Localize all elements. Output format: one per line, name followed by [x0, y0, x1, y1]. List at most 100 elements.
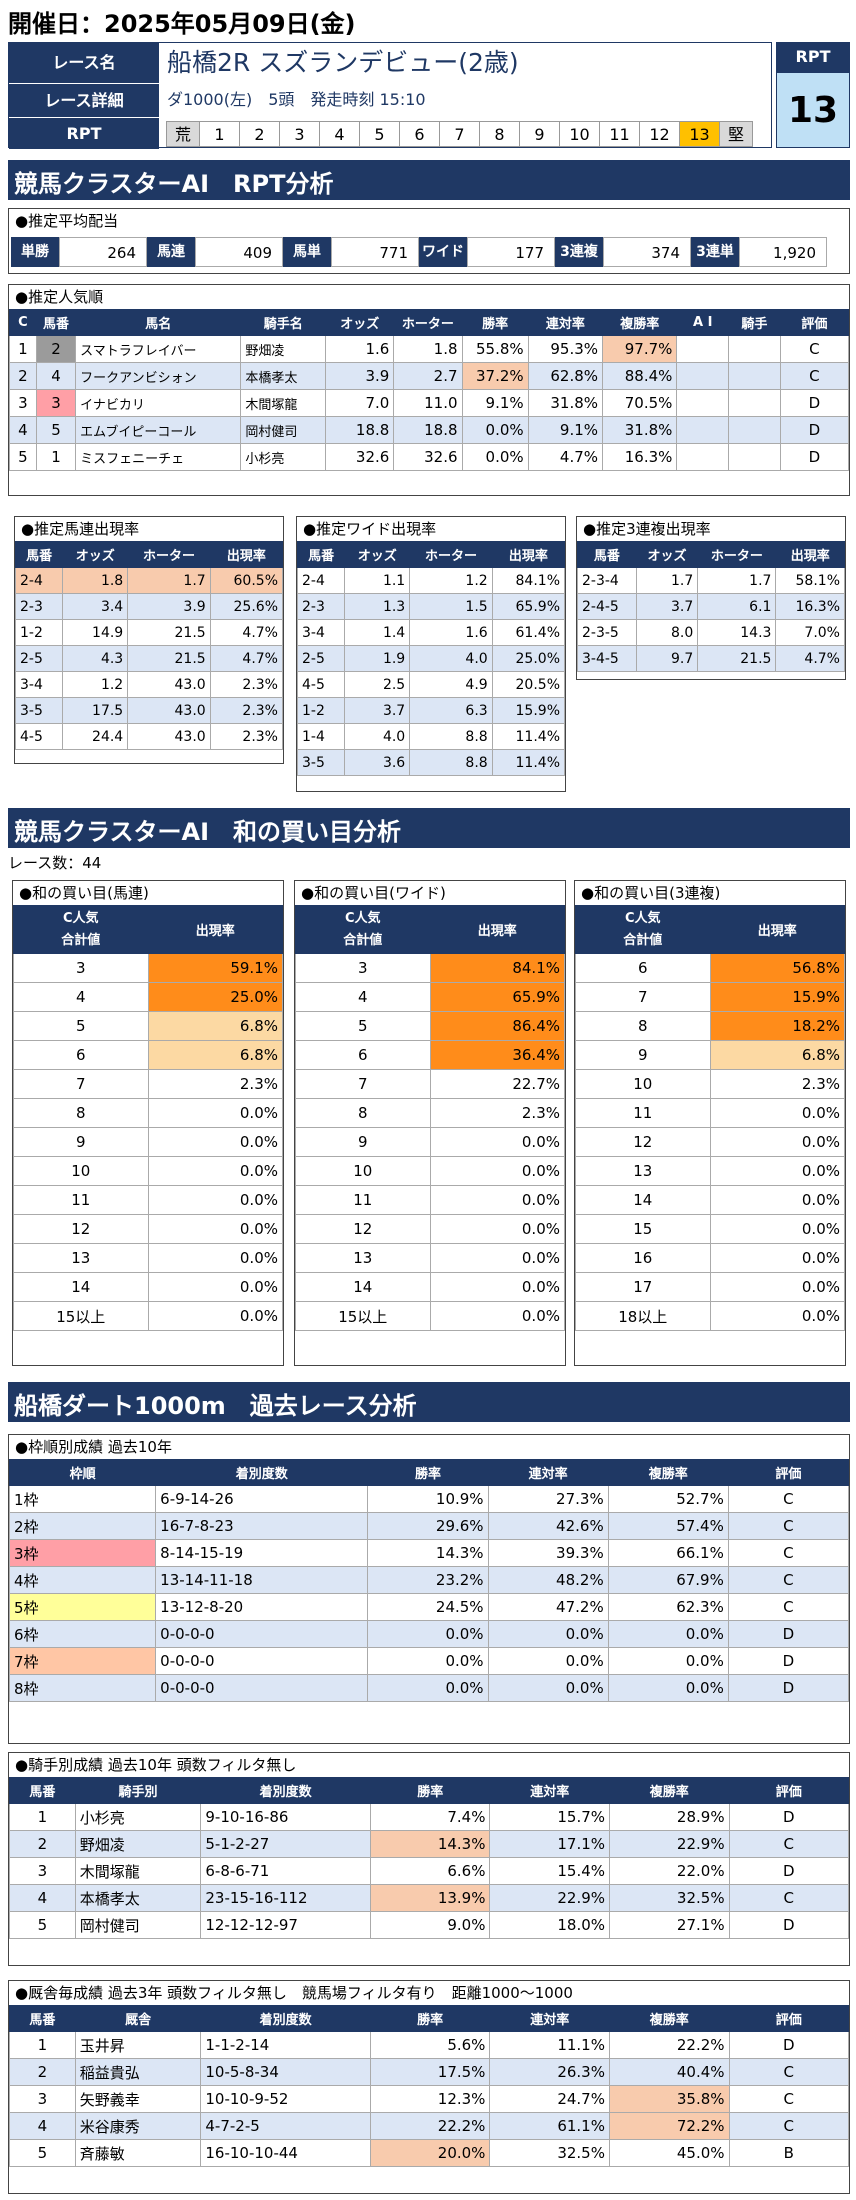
jockey-cell: 2	[9, 1830, 76, 1858]
waku-row: 5枠 13-12-8-20 24.5% 47.2% 62.3% C	[8, 1593, 850, 1621]
pop-cell	[676, 362, 730, 390]
pop-cell	[676, 335, 730, 363]
wide-cell: 2-4	[296, 567, 346, 594]
waku-cell: 13-12-8-20	[155, 1593, 369, 1621]
wide-cell: 3-5	[296, 749, 346, 776]
sum_trio-rate-cell: 15.9%	[709, 982, 845, 1012]
sum_umaren-row: 4 25.0%	[13, 982, 283, 1012]
pop-header-7: 連対率	[527, 309, 604, 336]
pop-cell: 88.4%	[602, 362, 678, 390]
umaren-cell: 3.9	[127, 593, 211, 620]
wide-cell: 84.1%	[491, 567, 566, 594]
trio-rate-panel: ●推定3連複出現率 馬番 オッズ ホーター 出現率 2-3-4 1.7 1.7 58.1% 2-…	[576, 516, 846, 680]
pop-header-10: 騎手	[728, 309, 781, 336]
trio-rate-table: 馬番 オッズ ホーター 出現率 2-3-4 1.7 1.7 58.1% 2-4-5 3.7 6.1 1…	[577, 541, 845, 672]
sum_wide-row: 9 0.0%	[295, 1127, 565, 1157]
trainer-header-2: 着別度数	[200, 2005, 371, 2032]
jockey-title: ●騎手別成績 過去10年 頭数フィルタ無し	[15, 1756, 297, 1774]
wide-row: 1-4 4.0 8.8 11.4%	[296, 723, 566, 750]
waku-header-4: 複勝率	[607, 1459, 729, 1486]
umaren-cell: 4.7%	[209, 619, 284, 646]
jockey-header-3: 勝率	[369, 1777, 491, 1804]
sum_wide-rate-cell: 0.0%	[429, 1127, 565, 1157]
jockey-header-1: 騎手別	[74, 1777, 202, 1804]
sum_trio-sum-cell: 18以上	[575, 1301, 711, 1331]
pop-cell: 2	[35, 335, 77, 363]
trainer-cell: 20.0%	[369, 2139, 491, 2167]
trio-cell: 21.5	[697, 645, 777, 672]
sum_wide-row: 10 0.0%	[295, 1156, 565, 1186]
payout-key-1: 馬連	[147, 237, 195, 267]
waku-header-0: 枠順	[8, 1459, 157, 1486]
sum_umaren-sum-cell: 7	[13, 1069, 149, 1099]
jockey-cell: C	[728, 1884, 850, 1912]
trainer-cell: 45.0%	[608, 2139, 730, 2167]
popularity-row: 3 3 イナビカリ 木間塚龍 7.0 11.0 9.1% 31.8% 70.5% D	[9, 389, 850, 417]
rpt-scale-cell: 9	[519, 121, 560, 147]
pop-header-1: 馬番	[35, 309, 77, 336]
pop-cell: 4	[9, 416, 37, 444]
pop-cell: 31.8%	[527, 389, 604, 417]
wide-cell: 1.6	[409, 619, 493, 646]
sum_umaren-sum-cell: 15以上	[13, 1301, 149, 1331]
waku-cell: 27.3%	[487, 1485, 609, 1513]
pop-cell: 木間塚龍	[240, 389, 327, 417]
sum_umaren-rate-cell: 6.8%	[147, 1040, 283, 1070]
sum_wide-rate-cell: 84.1%	[429, 953, 565, 983]
waku-header-5: 評価	[727, 1459, 850, 1486]
sum_trio-row: 8 18.2%	[575, 1011, 845, 1041]
trainer-cell: 26.3%	[489, 2058, 610, 2086]
sum_umaren-sum-cell: 6	[13, 1040, 149, 1070]
jockey-cell: 17.1%	[489, 1830, 611, 1858]
waku-cell: 0-0-0-0	[155, 1674, 369, 1702]
umaren-header-3: 出現率	[209, 541, 284, 568]
pop-cell: D	[779, 389, 850, 417]
sum_trio-sum-cell: 8	[575, 1011, 711, 1041]
rpt-scale-cell: 荒	[166, 121, 200, 147]
sum_umaren-sum-cell: 14	[13, 1272, 149, 1302]
popularity-title: ●推定人気順	[15, 288, 104, 306]
sum_trio-sum-cell: 12	[575, 1127, 711, 1157]
trainer-cell: B	[728, 2139, 850, 2167]
sum_wide-rate-cell: 0.0%	[429, 1214, 565, 1244]
trainer-cell: 32.5%	[489, 2139, 610, 2167]
payout-key-0: 単勝	[11, 237, 59, 267]
waku-cell: D	[727, 1647, 850, 1675]
trio-rate-title: ●推定3連複出現率	[583, 520, 711, 538]
sum_wide-rate-cell: 0.0%	[429, 1272, 565, 1302]
umaren-row: 2-5 4.3 21.5 4.7%	[14, 645, 284, 672]
waku-row: 3枠 8-14-15-19 14.3% 39.3% 66.1% C	[8, 1539, 850, 1567]
trainer-cell: 11.1%	[489, 2031, 610, 2059]
sum_umaren-rate-cell: 0.0%	[147, 1127, 283, 1157]
sum_umaren-header-rate: 出現率	[147, 905, 283, 954]
wide-row: 4-5 2.5 4.9 20.5%	[296, 671, 566, 698]
waku-cell: 10.9%	[367, 1485, 489, 1513]
trio-header-0: 馬番	[577, 541, 637, 568]
trio-cell: 14.3	[697, 619, 777, 646]
payout-key-2: 馬単	[283, 237, 331, 267]
sum_trio-rate-cell: 0.0%	[709, 1127, 845, 1157]
wide-row: 2-4 1.1 1.2 84.1%	[296, 567, 566, 594]
waku-cell: C	[727, 1566, 850, 1594]
payout-row: 単勝 264 馬連 409 馬単 771 ワイド 177 3連複 374 3連単 1,920	[11, 237, 847, 267]
wide-cell: 3-4	[296, 619, 346, 646]
trainer-row: 3 矢野義幸 10-10-9-52 12.3% 24.7% 35.8% C	[9, 2085, 850, 2113]
wide-cell: 1.9	[344, 645, 411, 672]
waku-cell: 4枠	[8, 1566, 157, 1594]
rpt-scale-cell: 12	[639, 121, 680, 147]
jockey-cell: D	[728, 1857, 850, 1885]
pop-header-9: A I	[676, 309, 730, 336]
waku-table: 枠順 着別度数 勝率 連対率 複勝率 評価 1枠 6-9-14-26 10.9% 27.3% 52.…	[8, 1459, 850, 1702]
payout-value-1: 409	[195, 237, 283, 267]
jockey-row: 2 野畑凌 5-1-2-27 14.3% 17.1% 22.9% C	[9, 1830, 850, 1858]
sum_umaren-header-c1: C人気	[62, 910, 99, 926]
jockey-cell: 14.3%	[369, 1830, 491, 1858]
sum_trio-sum-cell: 14	[575, 1185, 711, 1215]
wide-cell: 15.9%	[491, 697, 566, 724]
jockey-cell: D	[728, 1803, 850, 1831]
pop-cell: フークアンビシォン	[75, 362, 242, 390]
waku-cell: 0.0%	[487, 1647, 609, 1675]
sum_trio-rate-cell: 18.2%	[709, 1011, 845, 1041]
jockey-cell: 27.1%	[609, 1911, 730, 1939]
trainer-cell: 22.2%	[608, 2031, 730, 2059]
